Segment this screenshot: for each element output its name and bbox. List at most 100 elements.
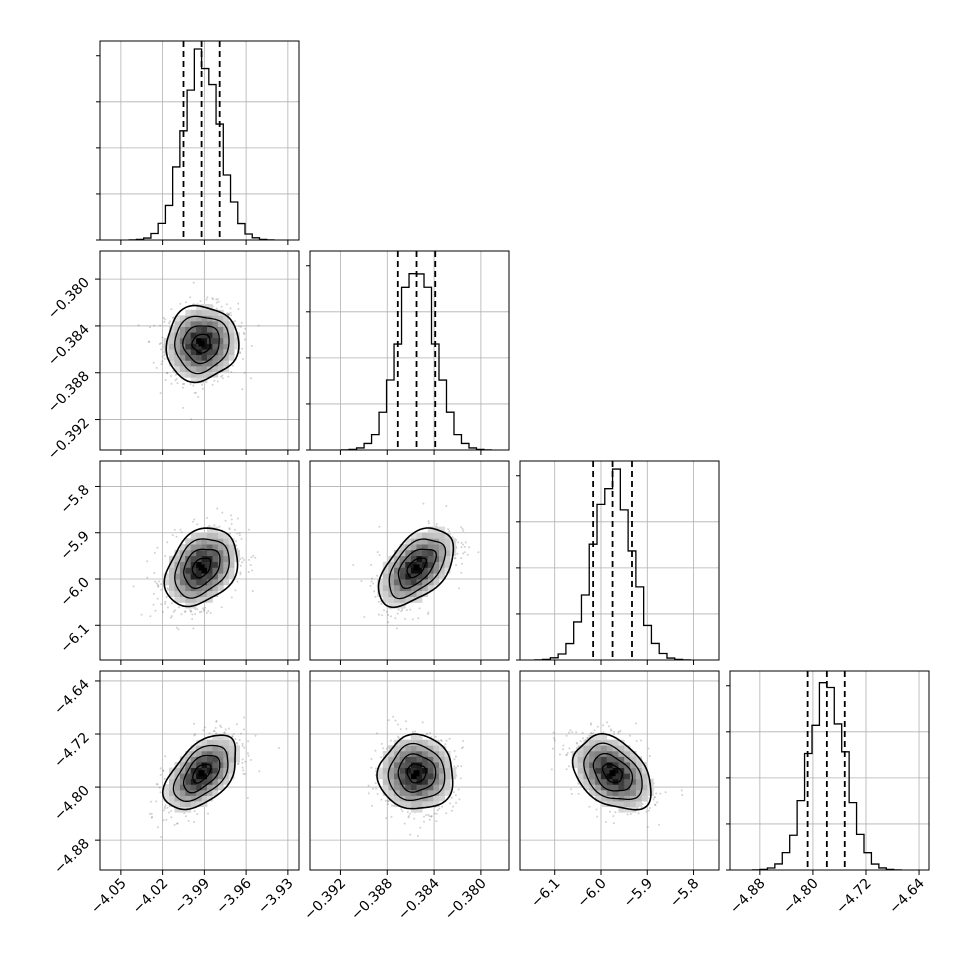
- panel-frame: [309, 250, 510, 451]
- scatter-point: [551, 747, 554, 750]
- scatter-point: [656, 801, 659, 804]
- density-bin: [179, 795, 186, 802]
- scatter-point: [197, 396, 200, 398]
- density-bin: [612, 773, 619, 780]
- scatter-point: [200, 610, 203, 613]
- scatter-point: [164, 554, 167, 557]
- scatter-point: [640, 739, 642, 742]
- scatter-point: [636, 806, 639, 809]
- density-bin: [388, 573, 395, 580]
- scatter-point: [381, 614, 383, 617]
- x-tick-label: −0.388: [348, 876, 396, 924]
- scatter-point: [586, 736, 589, 739]
- density-bin: [217, 337, 224, 344]
- scatter-point: [149, 326, 151, 329]
- contour-1: [182, 325, 220, 365]
- panel-frame: [99, 670, 300, 871]
- density-bin: [217, 561, 224, 568]
- scatter-point: [565, 768, 568, 771]
- scatter-point: [570, 793, 573, 795]
- scatter-point: [451, 536, 454, 539]
- scatter-point: [553, 739, 556, 742]
- scatter-point: [156, 583, 159, 586]
- scatter-point: [231, 735, 234, 738]
- density-bin: [185, 573, 192, 580]
- scatter-points: [137, 281, 260, 421]
- density-bin: [630, 789, 637, 796]
- panel-2-0: −6.1 −6.0 −5.9 −5.8: [57, 460, 300, 665]
- density-bin: [405, 538, 412, 545]
- density-bin: [185, 343, 192, 350]
- density-bin: [624, 756, 631, 763]
- scatter-point: [404, 617, 407, 620]
- density-bin: [185, 784, 192, 791]
- scatter-point: [150, 812, 153, 815]
- scatter-point: [227, 313, 230, 315]
- histogram-2: [534, 468, 691, 660]
- density-bin: [630, 801, 637, 807]
- density-bin: [583, 784, 590, 791]
- scatter-point: [152, 593, 155, 595]
- density-bin: [422, 762, 429, 768]
- scatter-point: [241, 758, 244, 761]
- contour-1: [397, 753, 437, 793]
- density-bin: [595, 739, 602, 746]
- density-bin: [427, 778, 434, 785]
- density-bin: [394, 767, 400, 774]
- scatter-point: [445, 739, 448, 742]
- scatter-point: [241, 561, 244, 564]
- panel-3-3: −4.88 −4.80 −4.72 −4.64: [726, 670, 930, 917]
- scatter-point: [647, 747, 650, 750]
- scatter-point: [452, 805, 455, 808]
- scatter-point: [575, 741, 578, 744]
- contour-0: [191, 557, 212, 579]
- density-bin: [234, 549, 240, 557]
- scatter-point: [171, 534, 174, 537]
- scatter-point: [218, 525, 221, 528]
- y-tick-label: −4.64: [51, 676, 93, 718]
- scatter-point: [383, 609, 385, 612]
- scatter-point: [232, 733, 235, 735]
- density-bin: [223, 579, 230, 586]
- scatter-point: [166, 372, 169, 375]
- density-bin: [201, 590, 208, 597]
- density-bin: [416, 773, 423, 780]
- density-bin: [174, 801, 181, 807]
- density-bin: [422, 795, 429, 802]
- scatter-point: [161, 355, 164, 358]
- scatter-point: [251, 569, 254, 572]
- panel-frame: [309, 460, 510, 661]
- density-bin: [624, 767, 631, 774]
- scatter-point: [156, 546, 159, 549]
- density-bin: [228, 762, 235, 768]
- scatter-point: [397, 737, 400, 739]
- density-bin: [190, 778, 197, 785]
- scatter-point: [409, 833, 412, 836]
- density-bin: [427, 538, 434, 545]
- density-bin: [571, 762, 578, 768]
- y-tick-label: −0.384: [45, 321, 93, 369]
- peak-marker: [413, 564, 420, 571]
- scatter-point: [566, 753, 568, 756]
- density-bin: [410, 544, 417, 551]
- scatter-point: [155, 800, 158, 803]
- density-bin: [612, 778, 619, 785]
- scatter-point: [664, 791, 667, 794]
- scatter-point: [244, 760, 247, 763]
- scatter-point: [390, 815, 393, 818]
- density-bin: [439, 526, 445, 533]
- scatter-point: [418, 607, 421, 610]
- scatter-point: [438, 807, 441, 810]
- density-bin: [201, 326, 208, 333]
- scatter-point: [430, 815, 433, 817]
- scatter-point: [243, 333, 246, 335]
- scatter-point: [204, 606, 207, 609]
- scatter-point: [160, 588, 163, 591]
- density-bin: [223, 555, 230, 562]
- scatter-point: [602, 731, 605, 734]
- density-bin: [217, 366, 224, 372]
- density-bin: [433, 756, 440, 763]
- density-bin: [410, 795, 417, 802]
- scatter-point: [160, 603, 163, 606]
- density-bin: [405, 567, 412, 574]
